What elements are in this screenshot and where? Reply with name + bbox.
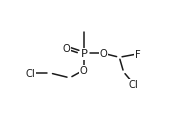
Text: Cl: Cl — [129, 80, 138, 90]
Text: O: O — [62, 44, 70, 53]
Text: Cl: Cl — [26, 69, 36, 79]
Text: O: O — [80, 66, 88, 76]
Text: P: P — [80, 49, 87, 59]
Text: F: F — [135, 50, 141, 60]
Text: O: O — [100, 49, 108, 59]
